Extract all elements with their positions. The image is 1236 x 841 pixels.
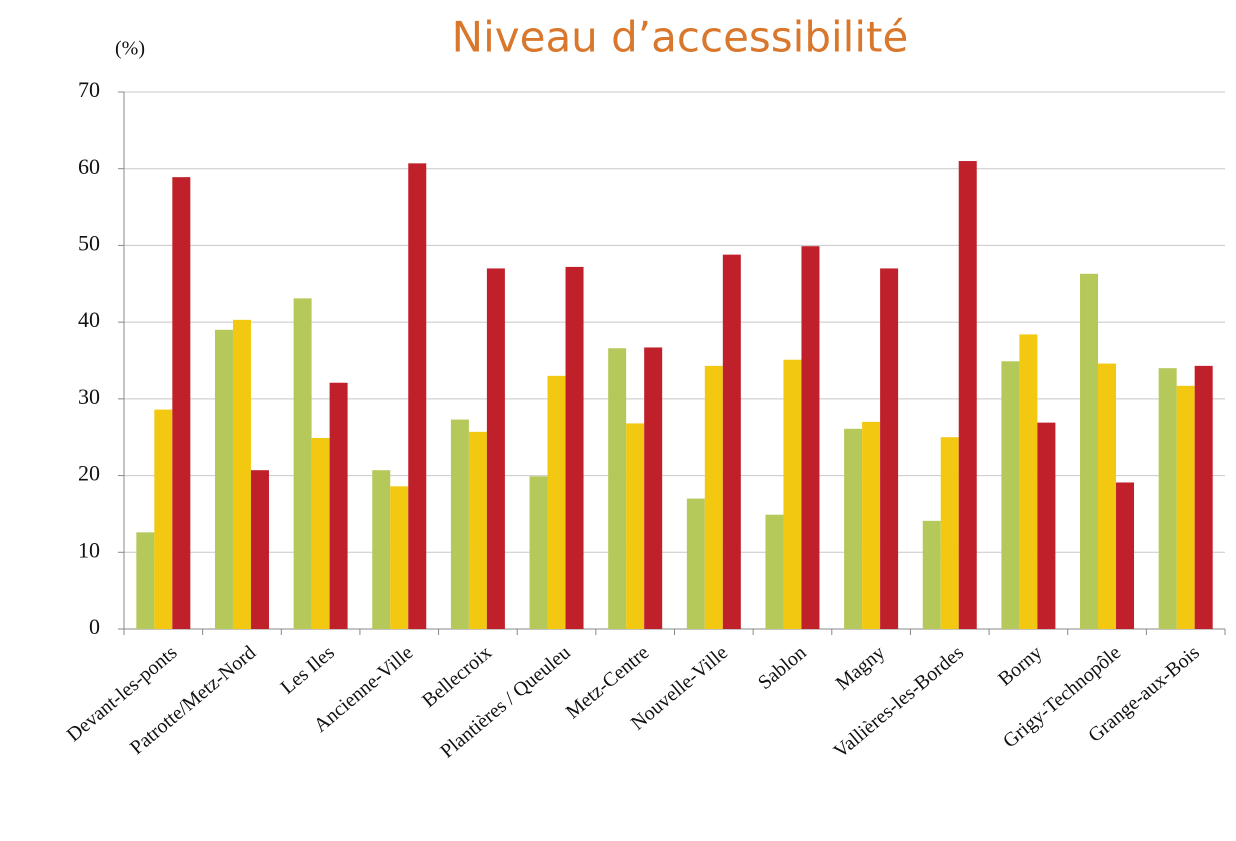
x-tick-label: Borny [994,641,1046,690]
bar [801,246,820,629]
bar [232,319,251,629]
bar [547,375,566,629]
bar [1080,273,1099,629]
bar [704,365,723,629]
bar [608,348,627,629]
bar [1176,385,1195,629]
chart-title: Niveau d’accessibilité [452,13,909,62]
y-tick-label: 70 [78,77,100,102]
bar [1001,361,1020,629]
bar [172,177,191,629]
bar [626,423,645,629]
bar [1158,368,1177,629]
bar [783,359,802,629]
bar [940,437,959,629]
y-tick-label: 40 [78,307,100,332]
bar [958,161,977,630]
bar [486,268,505,629]
bar [390,486,409,629]
bar [862,421,881,629]
bar [722,254,741,630]
bar [565,266,584,629]
x-tick-label: Les Iles [277,641,339,698]
bar [644,347,663,629]
bar [1098,363,1117,629]
bar [250,470,269,629]
bar [1116,482,1135,629]
bar [214,329,233,629]
bar [311,437,330,629]
bar [293,298,312,629]
bar [686,498,705,629]
x-tick-label: Magny [832,641,890,694]
bar [844,428,863,629]
bar [880,268,899,629]
bar [1037,422,1056,629]
bar [450,419,469,629]
bar [529,476,548,629]
bar [468,431,487,629]
bar [136,532,155,629]
bar [1194,365,1213,629]
bar [922,520,941,629]
bar [154,409,173,629]
y-tick-label: 10 [78,537,100,562]
y-tick-label: 20 [78,461,100,486]
y-tick-label: 60 [78,154,100,179]
y-tick-label: 30 [78,384,100,409]
bar [408,163,427,629]
y-axis-label: (%) [115,38,145,60]
x-tick-label: Bellecroix [418,641,496,711]
bar [1019,334,1038,629]
x-tick-label: Sablon [754,641,811,694]
bar [372,470,391,629]
y-tick-label: 50 [78,230,100,255]
x-tick-label: Plantières / Queuleu [436,641,574,762]
y-tick-label: 0 [89,614,100,639]
bar [329,382,348,629]
bar [765,514,784,629]
x-tick-label: Vallières-les-Bordes [830,641,969,762]
